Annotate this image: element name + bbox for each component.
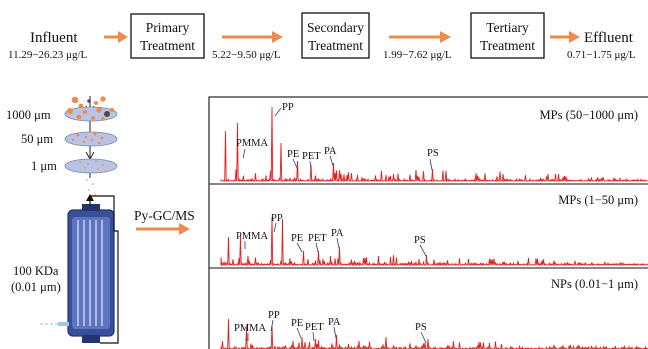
membrane-cutoff-line2: (0.01 μm) xyxy=(11,280,61,294)
panel-nps-001-1: NPs (0.01−1 μm) PMMA PP PE PET PA PS xyxy=(234,277,638,344)
tertiary-treatment-line2: Treatment xyxy=(480,38,535,53)
peak-label-pp: PP xyxy=(268,310,280,321)
peak-label-ps: PS xyxy=(427,148,439,159)
panel-title: NPs (0.01−1 μm) xyxy=(551,277,638,291)
filter-disk-1um xyxy=(64,158,118,174)
permeate-outlet xyxy=(58,322,69,326)
peak-pointers xyxy=(242,107,433,171)
peak-label-pe: PE xyxy=(291,233,303,244)
spectrum-trace-2 xyxy=(220,216,648,267)
influent-label: Influent xyxy=(30,30,78,46)
peak-label-pa: PA xyxy=(324,146,337,157)
panel-mps-50-1000: MPs (50−1000 μm) PMMA PP PE PET PA PS xyxy=(236,102,638,171)
peak-label-pet: PET xyxy=(302,151,321,162)
effluent-concentration: 0.71−1.75 μg/L xyxy=(567,49,636,61)
peak-label-pmma: PMMA xyxy=(236,138,269,149)
influent-concentration: 11.29−26.23 μg/L xyxy=(8,49,87,61)
arrow-head xyxy=(569,31,580,43)
spectrum-trace-1 xyxy=(220,106,648,183)
hollow-fibers xyxy=(77,220,103,326)
peak-label-pa: PA xyxy=(331,228,344,239)
arrow-head xyxy=(118,31,128,43)
peak-label-pp: PP xyxy=(282,102,294,113)
tertiary-treatment-line1: Tertiary xyxy=(486,20,529,35)
arrow-head xyxy=(272,31,283,43)
primary-treatment-line1: Primary xyxy=(146,20,190,35)
peak-label-pe: PE xyxy=(287,149,299,160)
secondary-treatment-line2: Treatment xyxy=(308,38,363,53)
recirculation-line xyxy=(100,230,119,344)
primary-concentration: 5.22−9.50 μg/L xyxy=(212,49,281,61)
up-arrow-icon xyxy=(86,194,94,201)
filter-size-1000um: 1000 μm xyxy=(6,108,51,122)
arrow-head xyxy=(179,223,190,235)
peak-label-pp: PP xyxy=(271,213,283,224)
filtration-setup xyxy=(40,96,119,344)
primary-treatment-line2: Treatment xyxy=(140,38,195,53)
membrane-core xyxy=(72,217,110,329)
treatment-flow: Influent 11.29−26.23 μg/L Primary Treatm… xyxy=(8,12,636,61)
peak-label-pet: PET xyxy=(308,233,327,244)
particles-large xyxy=(67,96,115,121)
method-label: Py-GC/MS xyxy=(134,208,195,223)
effluent-label: Effluent xyxy=(584,30,634,46)
peak-label-pet: PET xyxy=(305,322,324,333)
secondary-treatment-line1: Secondary xyxy=(307,20,364,35)
panel-title: MPs (1−50 μm) xyxy=(558,193,638,207)
peak-pointers xyxy=(247,319,427,344)
peak-label-pa: PA xyxy=(328,317,341,328)
peak-label-pmma: PMMA xyxy=(236,231,269,242)
membrane-bottom-cap xyxy=(82,335,100,343)
peak-label-ps: PS xyxy=(414,235,426,246)
peak-label-pmma: PMMA xyxy=(234,323,267,334)
particles-medium xyxy=(71,132,104,145)
filter-size-50um: 50 μm xyxy=(21,132,53,146)
secondary-concentration: 1.99−7.62 μg/L xyxy=(383,49,452,61)
primary-treatment-box xyxy=(130,13,205,59)
arrow-head xyxy=(440,31,451,43)
panel-title: MPs (50−1000 μm) xyxy=(540,108,638,122)
particles-small xyxy=(79,160,104,202)
peak-label-ps: PS xyxy=(415,322,427,333)
spectrum-traces xyxy=(220,106,648,349)
spectrum-trace-3 xyxy=(220,318,648,349)
peak-pointers xyxy=(244,222,427,257)
membrane-top-cap xyxy=(82,204,100,211)
membrane-cutoff-line1: 100 KDa xyxy=(13,264,59,278)
tertiary-treatment-box xyxy=(470,12,545,59)
secondary-treatment-box xyxy=(301,12,370,59)
peak-label-pe: PE xyxy=(291,318,303,329)
panel-mps-1-50: MPs (1−50 μm) PMMA PP PE PET PA PS xyxy=(236,193,638,257)
filter-size-1um: 1 μm xyxy=(31,159,57,173)
